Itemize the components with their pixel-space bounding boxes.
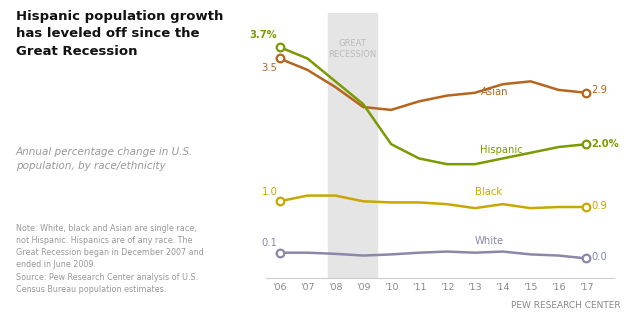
Text: Hispanic population growth
has leveled off since the
Great Recession: Hispanic population growth has leveled o… [16,10,223,58]
Text: PEW RESEARCH CENTER: PEW RESEARCH CENTER [511,301,621,310]
Text: 1.0: 1.0 [262,187,277,197]
Text: 3.7%: 3.7% [250,30,277,40]
Text: 2.9: 2.9 [591,85,607,95]
Text: 0.9: 0.9 [591,201,607,211]
Text: White: White [475,236,504,246]
Text: 0.0: 0.0 [591,252,607,262]
Bar [328,13,377,278]
Text: 2.0%: 2.0% [591,139,620,149]
Text: 3.5: 3.5 [262,63,277,73]
Text: 0.1: 0.1 [262,238,277,248]
Text: Asian: Asian [481,87,508,97]
Text: Hispanic: Hispanic [481,145,524,155]
Text: Black: Black [475,187,502,197]
Text: Note: White, black and Asian are single race,
not Hispanic. Hispanics are of any: Note: White, black and Asian are single … [16,224,204,294]
Text: Annual percentage change in U.S.
population, by race/ethnicity: Annual percentage change in U.S. populat… [16,147,193,171]
Text: GREAT
RECESSION: GREAT RECESSION [328,38,377,59]
